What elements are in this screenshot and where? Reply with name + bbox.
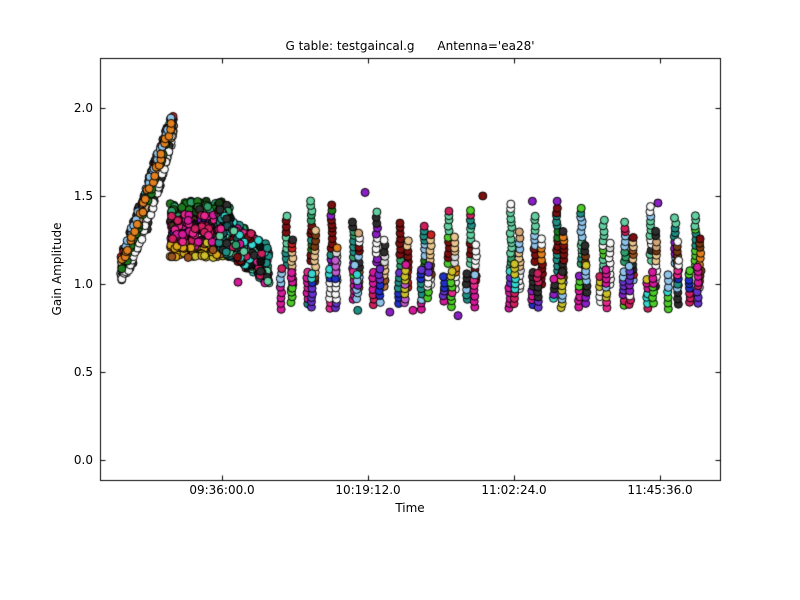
y-tick-label: 2.0 xyxy=(73,100,93,115)
x-tick-label: 11:45:36.0 xyxy=(627,483,693,497)
plot-title: G table: testgaincal.g Antenna='ea28' xyxy=(285,39,535,53)
y-tick-label: 1.0 xyxy=(73,276,93,291)
y-tick-label: 0.0 xyxy=(73,452,93,467)
y-axis-label: Gain Amplitude xyxy=(50,222,64,316)
x-axis-label: Time xyxy=(395,501,425,515)
y-tick-label: 1.5 xyxy=(73,188,93,203)
x-tick-label: 11:02:24.0 xyxy=(481,483,547,497)
x-tick-label: 09:36:00.0 xyxy=(189,483,255,497)
x-tick-label: 10:19:12.0 xyxy=(335,483,401,497)
y-tick-label: 0.5 xyxy=(73,364,93,379)
